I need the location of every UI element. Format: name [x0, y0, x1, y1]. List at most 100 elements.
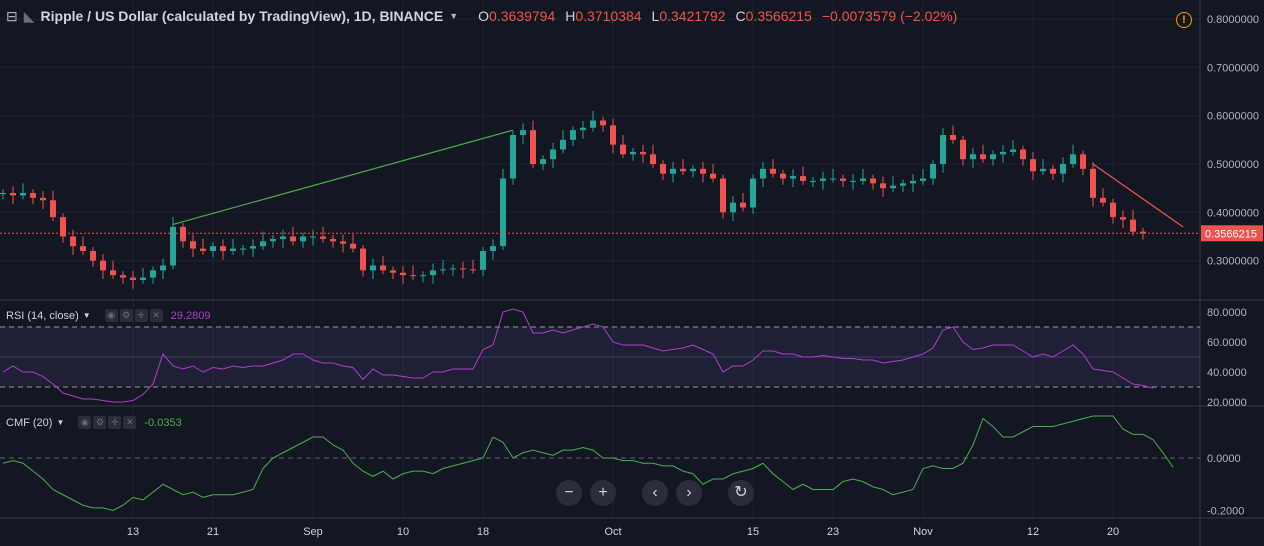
- candle-body: [160, 265, 166, 271]
- candle-body: [890, 185, 896, 189]
- last-price-label: 0.3566215: [1205, 228, 1257, 240]
- candle-body: [680, 168, 686, 172]
- chevron-down-icon[interactable]: ▼: [82, 311, 91, 320]
- candle-body: [930, 164, 936, 179]
- rsi-label[interactable]: RSI (14, close): [6, 309, 79, 322]
- eye-icon[interactable]: ◉: [78, 416, 92, 429]
- candle-body: [280, 236, 286, 239]
- zoom-out-icon[interactable]: −: [556, 480, 582, 506]
- candle-body: [910, 180, 916, 184]
- candle-body: [830, 178, 836, 180]
- trendline: [172, 129, 514, 225]
- candle-body: [470, 269, 476, 271]
- candle-body: [650, 154, 656, 164]
- chevron-down-icon[interactable]: ▼: [56, 418, 65, 427]
- candle-body: [50, 200, 56, 218]
- candle-body: [150, 270, 156, 278]
- rsi-legend: RSI (14, close) ▼ ◉ ⚙ ✛ ✕ 29.2809: [6, 309, 210, 322]
- candle-body: [10, 193, 16, 196]
- close-value: 0.3566215: [745, 8, 812, 24]
- candle-body: [430, 270, 436, 276]
- candle-body: [1100, 197, 1106, 203]
- cmf-y-tick-label: -0.2000: [1207, 506, 1244, 518]
- candle-body: [690, 168, 696, 172]
- x-tick-label: 18: [477, 526, 489, 538]
- candle-body: [850, 180, 856, 182]
- x-tick-label: 10: [397, 526, 409, 538]
- y-tick-label: 0.4000000: [1207, 207, 1259, 219]
- candle-body: [340, 241, 346, 244]
- close-icon[interactable]: ✕: [123, 416, 137, 429]
- cmf-legend: CMF (20) ▼ ◉ ⚙ ✛ ✕ -0.0353: [6, 416, 182, 429]
- candle-body: [790, 176, 796, 179]
- candle-body: [370, 265, 376, 271]
- candle-body: [360, 248, 366, 271]
- plus-icon[interactable]: ✛: [108, 416, 122, 429]
- x-tick-label: Sep: [303, 526, 323, 538]
- candle-body: [540, 159, 546, 164]
- warning-icon[interactable]: !: [1176, 12, 1192, 28]
- candle-body: [1030, 159, 1036, 172]
- x-tick-label: 15: [747, 526, 759, 538]
- candle-body: [1110, 202, 1116, 218]
- candle-body: [1090, 168, 1096, 198]
- candle-body: [1070, 154, 1076, 164]
- candle-body: [560, 139, 566, 150]
- rsi-value: 29.2809: [170, 309, 211, 322]
- gear-icon[interactable]: ⚙: [119, 309, 133, 322]
- candle-body: [210, 246, 216, 251]
- candle-body: [840, 178, 846, 181]
- candle-body: [450, 268, 456, 270]
- candle-body: [220, 246, 226, 251]
- candle-body: [770, 168, 776, 174]
- candle-body: [310, 236, 316, 238]
- chevron-right-icon[interactable]: ›: [676, 480, 702, 506]
- close-icon[interactable]: ✕: [149, 309, 163, 322]
- candle-body: [190, 241, 196, 249]
- candle-body: [810, 180, 816, 182]
- candle-body: [730, 202, 736, 213]
- reset-icon[interactable]: ↻: [728, 480, 754, 506]
- candle-body: [350, 243, 356, 249]
- candle-body: [780, 173, 786, 179]
- candle-body: [480, 251, 486, 270]
- candle-body: [660, 164, 666, 174]
- candle-body: [420, 275, 426, 277]
- candle-body: [500, 178, 506, 247]
- plus-icon[interactable]: ✛: [134, 309, 148, 322]
- x-tick-label: 21: [207, 526, 219, 538]
- candle-body: [140, 277, 146, 280]
- y-tick-label: 0.6000000: [1207, 111, 1259, 123]
- trendline: [1092, 163, 1184, 228]
- x-tick-label: Oct: [604, 526, 621, 538]
- reset-controls: ↻: [728, 480, 754, 506]
- candle-body: [630, 151, 636, 155]
- chevron-left-icon[interactable]: ‹: [642, 480, 668, 506]
- candle-body: [530, 130, 536, 164]
- cmf-label[interactable]: CMF (20): [6, 416, 53, 429]
- symbol-title[interactable]: Ripple / US Dollar (calculated by Tradin…: [40, 8, 444, 24]
- zoom-in-icon[interactable]: +: [590, 480, 616, 506]
- chevron-down-icon[interactable]: ▼: [449, 11, 459, 21]
- candle-body: [760, 168, 766, 179]
- candle-body: [970, 154, 976, 160]
- candle-body: [820, 178, 826, 181]
- candle-body: [750, 178, 756, 208]
- y-tick-label: 0.7000000: [1207, 62, 1259, 74]
- low-label: L: [651, 8, 660, 24]
- flag-icon[interactable]: ◣: [23, 7, 35, 24]
- candle-body: [1000, 151, 1006, 155]
- high-value: 0.3710384: [575, 8, 642, 24]
- gear-icon[interactable]: ⚙: [93, 416, 107, 429]
- cmf-line: [2, 415, 1174, 512]
- candle-body: [950, 135, 956, 140]
- eye-icon[interactable]: ◉: [104, 309, 118, 322]
- candle-body: [490, 246, 496, 251]
- cmf-y-tick-label: 0.0000: [1207, 453, 1241, 465]
- candle-body: [940, 135, 946, 164]
- change-value: −0.0073579 (−2.02%): [821, 8, 958, 24]
- candle-body: [860, 178, 866, 181]
- collapse-icon[interactable]: ⊟: [6, 7, 18, 24]
- candle-body: [70, 236, 76, 247]
